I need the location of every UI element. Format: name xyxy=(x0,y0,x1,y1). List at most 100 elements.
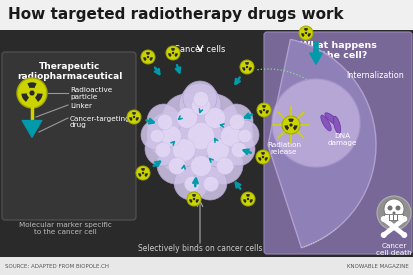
Circle shape xyxy=(245,66,248,68)
Circle shape xyxy=(383,199,403,219)
Wedge shape xyxy=(140,168,145,171)
Wedge shape xyxy=(145,52,150,55)
Wedge shape xyxy=(303,28,307,31)
Circle shape xyxy=(172,139,195,161)
Wedge shape xyxy=(35,94,43,102)
Text: Linker: Linker xyxy=(70,103,92,109)
Wedge shape xyxy=(249,199,252,203)
Circle shape xyxy=(380,216,386,222)
Circle shape xyxy=(380,232,386,238)
FancyArrowPatch shape xyxy=(309,42,321,64)
Wedge shape xyxy=(264,157,267,161)
Circle shape xyxy=(394,205,399,210)
FancyArrowPatch shape xyxy=(22,120,42,137)
Circle shape xyxy=(221,132,254,166)
Wedge shape xyxy=(144,173,147,177)
Circle shape xyxy=(147,104,180,138)
Wedge shape xyxy=(242,67,245,71)
Circle shape xyxy=(160,126,181,146)
Circle shape xyxy=(237,129,251,143)
Circle shape xyxy=(190,94,236,140)
Wedge shape xyxy=(21,94,29,102)
Wedge shape xyxy=(131,112,136,115)
Circle shape xyxy=(228,120,259,150)
Wedge shape xyxy=(260,152,264,155)
Text: SOURCE: ADAPTED FROM BIOPOLE.CH: SOURCE: ADAPTED FROM BIOPOLE.CH xyxy=(5,263,109,268)
Text: What happens
in the cell?: What happens in the cell? xyxy=(299,41,375,60)
Wedge shape xyxy=(292,125,297,130)
Wedge shape xyxy=(267,39,375,248)
FancyBboxPatch shape xyxy=(384,214,403,221)
Text: Therapeutic
radiopharmaceutical: Therapeutic radiopharmaceutical xyxy=(17,62,122,81)
Ellipse shape xyxy=(324,113,338,125)
Circle shape xyxy=(136,166,150,180)
Wedge shape xyxy=(257,157,261,161)
FancyBboxPatch shape xyxy=(0,30,413,257)
Text: Selectively binds on cancer cells: Selectively binds on cancer cells xyxy=(138,244,261,253)
Circle shape xyxy=(231,142,246,158)
Wedge shape xyxy=(259,110,262,114)
Circle shape xyxy=(171,52,174,54)
Circle shape xyxy=(193,91,208,107)
Circle shape xyxy=(170,105,230,165)
Circle shape xyxy=(187,122,214,150)
Wedge shape xyxy=(189,199,192,203)
Wedge shape xyxy=(265,110,268,114)
Circle shape xyxy=(281,116,299,134)
Circle shape xyxy=(155,142,170,158)
Wedge shape xyxy=(168,53,171,57)
FancyBboxPatch shape xyxy=(263,32,411,254)
Circle shape xyxy=(271,79,359,167)
Circle shape xyxy=(220,126,241,146)
Circle shape xyxy=(142,172,144,174)
Wedge shape xyxy=(174,53,178,57)
Circle shape xyxy=(184,176,199,192)
Wedge shape xyxy=(143,57,146,61)
Circle shape xyxy=(206,139,229,161)
Text: Cancer-targeting
drug: Cancer-targeting drug xyxy=(70,116,131,128)
Wedge shape xyxy=(149,57,152,61)
Circle shape xyxy=(187,192,201,206)
Circle shape xyxy=(240,60,254,74)
Circle shape xyxy=(147,56,149,58)
Circle shape xyxy=(133,116,135,118)
Wedge shape xyxy=(135,117,139,121)
Circle shape xyxy=(246,198,249,200)
Circle shape xyxy=(218,104,252,138)
Circle shape xyxy=(255,150,269,164)
Circle shape xyxy=(178,84,221,126)
Circle shape xyxy=(298,26,312,40)
Circle shape xyxy=(400,216,406,222)
Circle shape xyxy=(261,156,263,158)
Circle shape xyxy=(203,176,218,192)
Circle shape xyxy=(400,232,406,238)
Circle shape xyxy=(183,81,216,115)
Circle shape xyxy=(192,124,242,174)
Circle shape xyxy=(192,198,195,200)
Wedge shape xyxy=(244,62,249,65)
Circle shape xyxy=(163,94,209,140)
Circle shape xyxy=(177,142,223,188)
Circle shape xyxy=(141,50,154,64)
Circle shape xyxy=(392,211,394,214)
Wedge shape xyxy=(245,194,249,197)
Wedge shape xyxy=(27,82,37,88)
Circle shape xyxy=(157,114,172,130)
Wedge shape xyxy=(248,67,251,71)
Circle shape xyxy=(17,78,47,108)
Text: KNOWABLE MAGAZINE: KNOWABLE MAGAZINE xyxy=(347,263,408,268)
Wedge shape xyxy=(300,33,304,37)
Text: Radiation
release: Radiation release xyxy=(266,142,300,155)
Wedge shape xyxy=(129,117,132,121)
Wedge shape xyxy=(195,199,198,203)
Text: Molecular marker specific
to the cancer cell: Molecular marker specific to the cancer … xyxy=(19,222,111,235)
Circle shape xyxy=(29,90,35,96)
Wedge shape xyxy=(306,33,310,37)
Circle shape xyxy=(376,196,410,230)
Wedge shape xyxy=(261,105,266,108)
Wedge shape xyxy=(191,194,196,197)
FancyBboxPatch shape xyxy=(0,257,413,275)
Wedge shape xyxy=(171,48,175,51)
Circle shape xyxy=(289,123,292,127)
Text: How targeted radiotherapy drugs work: How targeted radiotherapy drugs work xyxy=(8,7,343,23)
